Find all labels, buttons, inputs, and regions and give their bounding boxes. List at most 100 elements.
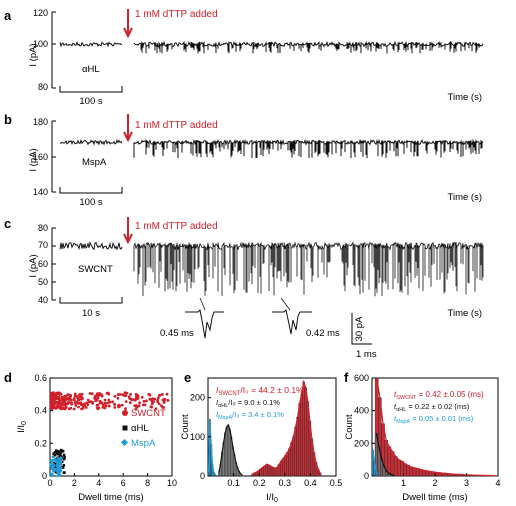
d-point-swcnt xyxy=(59,404,62,408)
e-ytick-label-1: 100 xyxy=(190,432,205,442)
d-point-mspa xyxy=(55,474,60,478)
d-point-mspa xyxy=(57,473,62,477)
d-point-swcnt xyxy=(129,393,133,396)
d-point-swcnt xyxy=(55,400,59,404)
d-point-swcnt xyxy=(77,401,81,405)
xlabel-d: Dwell time (ms) xyxy=(78,492,143,503)
d-point-mspa xyxy=(48,458,53,463)
d-point-mspa xyxy=(57,463,62,467)
hist-e-bar-αHL xyxy=(225,426,228,477)
xlabel-a: Time (s) xyxy=(448,92,482,103)
ytick-b-160: 160 xyxy=(33,152,48,162)
d-point-swcnt xyxy=(128,401,132,405)
fit-f-mspa: tMspA = 0.05 ± 0.01 (ms) xyxy=(394,414,474,425)
d-point-ahl xyxy=(62,457,66,461)
ytick-b-140: 140 xyxy=(33,187,48,197)
d-point-swcnt xyxy=(147,392,151,396)
d-point-swcnt xyxy=(145,399,148,403)
d-point-ahl xyxy=(63,455,66,459)
panel-e: e 0.1 0.2 0.3 0.4 0.5 0 100 200 Count I/I0 ISWC… xyxy=(180,370,342,504)
d-point-mspa xyxy=(51,455,55,459)
d-point-swcnt xyxy=(156,400,160,404)
d-point-mspa xyxy=(51,462,55,466)
d-point-swcnt xyxy=(88,392,92,395)
d-ytick-label-0: 0 xyxy=(42,471,47,481)
xlabel-e: I/I0 xyxy=(266,492,278,504)
d-point-swcnt xyxy=(138,401,141,405)
d-point-swcnt xyxy=(142,399,146,403)
d-point-swcnt xyxy=(103,398,107,402)
d-point-swcnt xyxy=(78,395,82,399)
d-point-swcnt xyxy=(86,398,90,402)
d-xtick-label-0: 0 xyxy=(47,478,52,488)
hist-e-fit-αHL xyxy=(218,423,243,476)
panel-label-e: e xyxy=(184,370,191,385)
hist-f-fit-MspA xyxy=(372,449,379,475)
hist-e-bar-SWCNT xyxy=(284,455,287,477)
d-point-mspa xyxy=(50,458,55,463)
d-xtick-label-2: 4 xyxy=(96,478,101,488)
d-point-ahl xyxy=(56,452,59,456)
inset-event-2 xyxy=(272,308,312,335)
d-point-ahl xyxy=(53,453,57,457)
d-point-swcnt xyxy=(137,404,141,408)
d-point-swcnt xyxy=(53,392,57,396)
hist-e-bar-αHL xyxy=(217,471,220,477)
d-point-swcnt xyxy=(49,404,53,407)
d-point-swcnt xyxy=(70,401,74,405)
arrow-a xyxy=(123,9,133,39)
fit-e-swcnt: ISWCNT/I₀ = 44.2 ± 0.1% xyxy=(216,385,304,397)
d-point-swcnt xyxy=(103,401,107,405)
d-point-swcnt xyxy=(166,399,170,402)
inset-event-1 xyxy=(185,308,224,339)
hist-e-fit-SWCNT xyxy=(252,379,321,475)
d-xtick-label-1: 2 xyxy=(72,478,77,488)
d-point-swcnt xyxy=(99,400,103,404)
hist-e-bar-SWCNT xyxy=(302,381,305,477)
d-point-mspa xyxy=(50,473,54,478)
panel-label-b: b xyxy=(4,112,12,127)
hist-e-bar-SWCNT xyxy=(286,452,289,477)
f-xtick-label-0: 1 xyxy=(401,478,406,488)
d-point-swcnt xyxy=(55,406,59,410)
annotation-b: 1 mM dTTP added xyxy=(135,120,218,131)
d-point-swcnt xyxy=(50,396,54,400)
legend-d-swcnt: SWCNT xyxy=(131,408,166,419)
fit-e-mspa: IMspA/I₀ = 3.4 ± 0.1% xyxy=(216,410,284,421)
pore-label-b: MspA xyxy=(82,157,107,168)
d-point-swcnt xyxy=(117,403,121,407)
annotation-a: 1 mM dTTP added xyxy=(135,9,218,20)
arrow-b xyxy=(123,114,133,143)
hist-e-bar-SWCNT xyxy=(271,467,275,477)
d-point-ahl xyxy=(63,471,66,474)
hist-e-bar-SWCNT xyxy=(267,464,271,477)
hist-e-bar-SWCNT xyxy=(300,393,303,477)
axes-d xyxy=(49,377,173,477)
ylabel-b: I (pA) xyxy=(28,148,39,171)
trace-b-events xyxy=(133,138,484,159)
trace-b-baseline xyxy=(59,138,123,146)
d-point-swcnt xyxy=(153,397,157,401)
hist-f-bar-SWCNT xyxy=(412,467,417,477)
inset-scale-current: 30 pA xyxy=(354,316,365,341)
ytick-c-50: 50 xyxy=(38,277,48,287)
scalebar-c xyxy=(59,297,123,304)
d-point-swcnt xyxy=(135,396,138,400)
xlabel-c: Time (s) xyxy=(448,308,482,319)
ytick-b-180: 180 xyxy=(33,117,48,127)
ytick-a-80: 80 xyxy=(38,82,48,92)
ytick-a-100: 100 xyxy=(33,39,48,49)
d-point-swcnt xyxy=(53,398,57,401)
d-point-swcnt xyxy=(136,394,140,398)
d-point-ahl xyxy=(59,451,63,454)
panel-label-f: f xyxy=(344,370,349,385)
d-point-mspa xyxy=(56,460,60,465)
hist-e-bar-SWCNT xyxy=(292,436,295,477)
pore-label-a: αHL xyxy=(82,64,100,75)
d-point-mspa xyxy=(57,458,62,462)
legend-d-mspa: MspA xyxy=(131,438,156,449)
e-xtick-label-3: 0.4 xyxy=(304,478,317,488)
f-ytick-label-1: 200 xyxy=(354,438,369,448)
d-point-mspa xyxy=(49,462,53,466)
f-xtick-label-1: 2 xyxy=(432,478,437,488)
